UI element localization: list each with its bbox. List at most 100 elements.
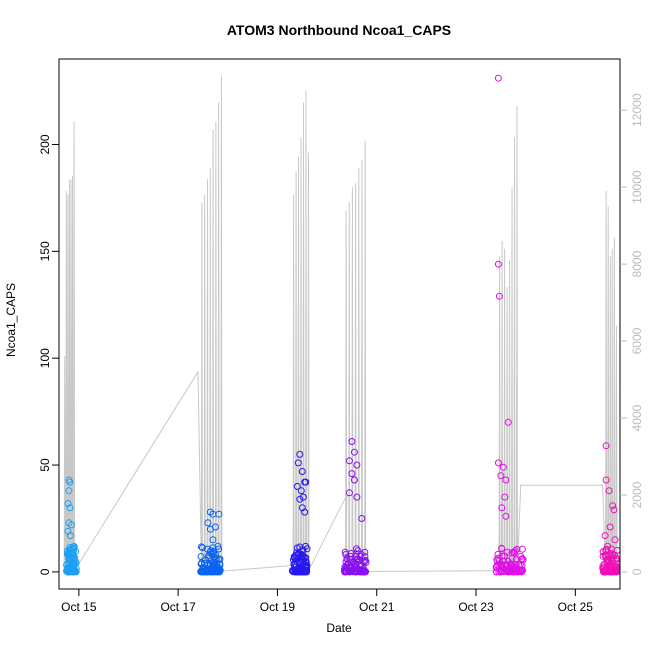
y2-tick-label: 12000 <box>630 93 644 127</box>
y2-tick-label: 4000 <box>630 404 644 431</box>
x-tick-label: Oct 23 <box>458 600 494 614</box>
data-point <box>63 561 71 569</box>
data-point <box>298 468 306 475</box>
x-tick-label: Oct 21 <box>359 600 395 614</box>
data-point <box>497 472 505 480</box>
data-point <box>289 556 297 564</box>
y2-tick-label: 10000 <box>630 170 644 204</box>
data-point <box>606 523 614 531</box>
data-point <box>209 536 217 544</box>
data-point <box>498 552 506 560</box>
y2-tick-label: 2000 <box>630 481 644 508</box>
data-point <box>303 545 311 553</box>
data-point <box>356 568 364 575</box>
data-point <box>65 551 73 559</box>
data-point <box>495 292 503 300</box>
points-layer <box>63 74 621 576</box>
data-point <box>501 493 509 501</box>
data-point <box>601 532 609 540</box>
data-point <box>199 564 207 572</box>
data-point <box>207 547 215 555</box>
data-point <box>494 260 502 268</box>
y-tick-label: 200 <box>38 134 52 154</box>
data-point <box>214 542 222 550</box>
data-point <box>494 554 502 562</box>
y-axis-label: Ncoa1_CAPS <box>4 283 18 357</box>
x-tick-label: Oct 15 <box>61 600 97 614</box>
data-point <box>350 476 358 484</box>
data-point <box>65 487 73 495</box>
data-point <box>350 448 358 456</box>
data-point <box>347 550 355 557</box>
data-point <box>294 459 302 467</box>
y-tick-label: 150 <box>38 241 52 261</box>
data-point <box>358 515 366 522</box>
data-point <box>504 418 512 426</box>
data-point <box>342 563 350 571</box>
count-line <box>63 75 618 573</box>
data-point <box>299 493 307 501</box>
y-tick-label: 50 <box>38 458 52 472</box>
data-point <box>343 555 351 563</box>
data-point <box>66 504 74 512</box>
data-point <box>502 512 510 520</box>
data-point <box>498 567 505 575</box>
data-point <box>499 463 507 471</box>
data-point <box>345 489 353 497</box>
data-point <box>353 493 361 501</box>
data-point <box>607 549 615 557</box>
data-point <box>64 500 72 507</box>
data-point <box>216 568 224 576</box>
data-point <box>215 510 223 518</box>
data-point <box>602 566 610 574</box>
data-point <box>605 556 613 564</box>
data-point <box>290 560 298 568</box>
data-point <box>199 544 206 552</box>
data-point <box>297 487 305 495</box>
x-tick-label: Oct 17 <box>160 600 196 614</box>
data-point <box>492 564 500 571</box>
data-point <box>299 546 307 554</box>
y2-tick-label: 6000 <box>630 327 644 354</box>
data-point <box>350 558 358 566</box>
chart-title: ATOM3 Northbound Ncoa1_CAPS <box>227 22 451 38</box>
data-point <box>303 568 311 576</box>
data-point <box>609 502 617 510</box>
data-point <box>501 552 509 560</box>
data-point <box>498 544 506 552</box>
data-point <box>65 567 73 575</box>
data-point <box>67 521 75 529</box>
data-point <box>303 561 311 569</box>
data-point <box>356 561 363 569</box>
data-point <box>301 508 309 516</box>
y-tick-label: 100 <box>38 348 52 368</box>
data-point <box>205 554 212 562</box>
y-axis-left: 0 50 100 150 200 <box>38 134 59 575</box>
data-point <box>66 478 74 486</box>
data-point <box>511 547 519 555</box>
data-point <box>204 519 212 527</box>
data-point <box>293 482 301 490</box>
data-point <box>502 476 510 484</box>
data-point <box>345 457 353 465</box>
data-point <box>361 567 369 575</box>
data-point <box>348 438 356 445</box>
data-point <box>302 478 310 486</box>
data-point <box>604 542 612 550</box>
x-axis-label: Date <box>326 621 352 635</box>
data-point <box>202 565 210 573</box>
y2-tick-label: 8000 <box>630 250 644 277</box>
data-point <box>494 459 502 467</box>
data-point <box>505 568 513 576</box>
data-point <box>72 557 79 565</box>
data-point <box>296 568 304 576</box>
data-point <box>204 545 211 553</box>
data-point <box>514 565 522 573</box>
data-point <box>342 568 350 576</box>
data-point <box>295 565 303 573</box>
data-point <box>302 558 310 566</box>
right-axis-series <box>63 75 618 573</box>
data-point <box>602 476 610 484</box>
data-point <box>611 536 619 544</box>
